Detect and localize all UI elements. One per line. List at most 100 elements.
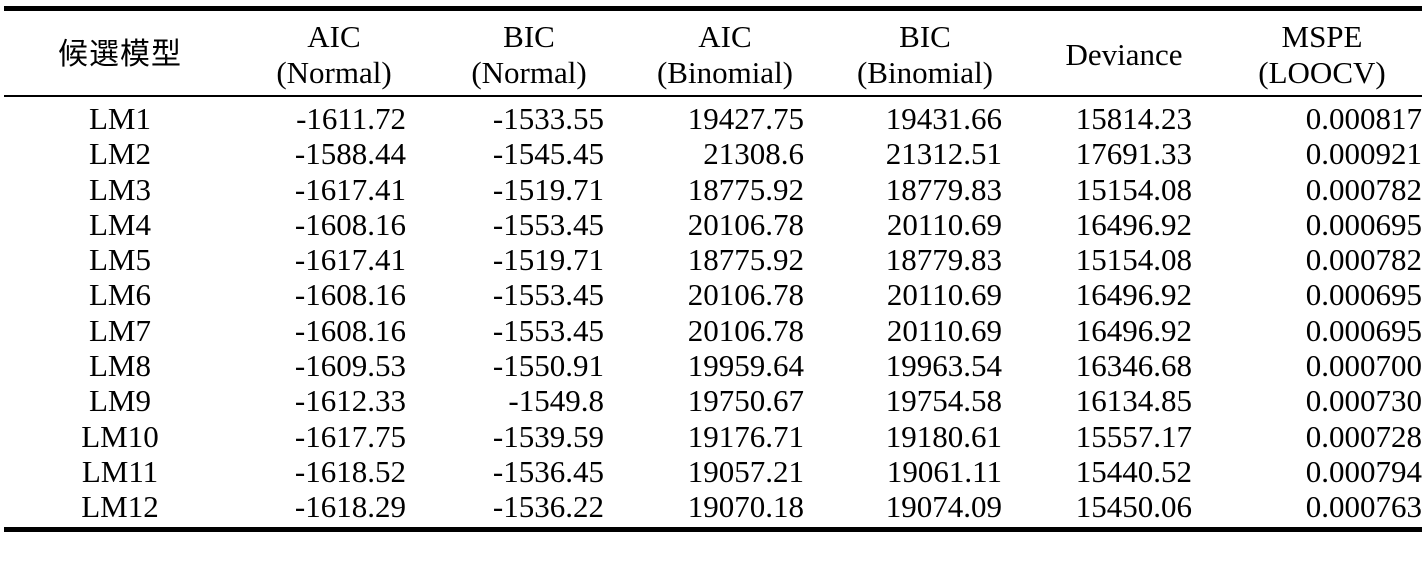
deviance-cell: 17691.33 — [1075, 136, 1192, 172]
bic-binomial-cell: 19431.66 — [885, 101, 1002, 136]
bic-binomial-cell: 20110.69 — [886, 277, 1002, 313]
bic-binomial-cell: 19180.61 — [885, 418, 1002, 454]
mspe-cell: 0.000730 — [1305, 383, 1422, 419]
table-row: LM3 -1617.41 -1519.71 18775.92 18779.83 15154… — [4, 172, 1422, 207]
bic-binomial-cell: 19963.54 — [885, 348, 1002, 384]
header-bic-normal: BIC (Normal) — [471, 19, 587, 90]
mspe-cell: 0.000695 — [1305, 277, 1422, 313]
bic-binomial-cell: 20110.69 — [886, 206, 1002, 242]
deviance-cell: 16134.85 — [1075, 383, 1192, 419]
header-row: 候選模型 AIC (Normal) BIC (Normal) AIC (Bino… — [4, 8, 1422, 96]
deviance-cell: 16346.68 — [1075, 348, 1192, 384]
model-name-cell: LM7 — [89, 312, 151, 348]
header-mspe-loocv: MSPE (LOOCV) — [1258, 19, 1386, 90]
header-aic-binomial: AIC (Binomial) — [656, 19, 794, 90]
model-name-cell: LM8 — [89, 348, 151, 384]
aic-binomial-cell: 19057.21 — [687, 453, 804, 489]
model-name-cell: LM1 — [89, 101, 151, 136]
aic-binomial-cell: 20106.78 — [687, 312, 804, 348]
aic-binomial-cell: 19750.67 — [687, 383, 804, 419]
table-row: LM1 -1611.72 -1533.55 19427.75 19431.66 15814… — [4, 96, 1422, 136]
model-name-cell: LM9 — [89, 383, 151, 419]
bic-normal-cell: -1519.71 — [492, 242, 604, 278]
mspe-cell: 0.000695 — [1305, 312, 1422, 348]
bic-normal-cell: -1533.55 — [492, 101, 604, 136]
header-aic-normal: AIC (Normal) — [276, 19, 392, 90]
aic-normal-cell: -1608.16 — [294, 277, 406, 313]
mspe-cell: 0.000728 — [1305, 418, 1422, 454]
aic-binomial-cell: 19427.75 — [687, 101, 804, 136]
aic-normal-cell: -1609.53 — [294, 348, 406, 384]
table-row: LM4 -1608.16 -1553.45 20106.78 20110.69 16496… — [4, 207, 1422, 242]
bic-normal-cell: -1553.45 — [492, 206, 604, 242]
bic-binomial-cell: 19074.09 — [885, 489, 1002, 525]
bic-normal-cell: -1550.91 — [492, 348, 604, 384]
model-name-cell: LM11 — [81, 453, 159, 489]
bic-binomial-cell: 19754.58 — [885, 383, 1002, 419]
mspe-cell: 0.000782 — [1305, 171, 1422, 207]
mspe-cell: 0.000695 — [1305, 206, 1422, 242]
mspe-cell: 0.000921 — [1305, 136, 1422, 172]
table-row: LM12 -1618.29 -1536.22 19070.18 19074.09 1545… — [4, 489, 1422, 529]
aic-normal-cell: -1617.41 — [294, 242, 406, 278]
model-name-cell: LM2 — [89, 136, 151, 172]
model-name-cell: LM3 — [89, 171, 151, 207]
aic-normal-cell: -1611.72 — [296, 101, 406, 136]
header-candidate-model: 候選模型 — [58, 37, 182, 72]
aic-normal-cell: -1618.52 — [294, 453, 406, 489]
header-deviance: Deviance — [1065, 37, 1183, 72]
model-name-cell: LM4 — [89, 206, 151, 242]
deviance-cell: 16496.92 — [1075, 206, 1192, 242]
aic-normal-cell: -1612.33 — [294, 383, 406, 419]
aic-normal-cell: -1617.75 — [294, 418, 406, 454]
model-name-cell: LM10 — [81, 418, 159, 454]
bic-normal-cell: -1536.22 — [492, 489, 604, 525]
header-bic-binomial: BIC (Binomial) — [856, 19, 994, 90]
table-row: LM2 -1588.44 -1545.45 21308.6 21312.51 17691.… — [4, 136, 1422, 171]
aic-binomial-cell: 20106.78 — [687, 277, 804, 313]
deviance-cell: 15154.08 — [1075, 171, 1192, 207]
model-comparison-table: 候選模型 AIC (Normal) BIC (Normal) AIC (Bino… — [4, 6, 1422, 532]
bic-binomial-cell: 21312.51 — [885, 136, 1002, 172]
mspe-cell: 0.000782 — [1305, 242, 1422, 278]
deviance-cell: 15440.52 — [1075, 453, 1192, 489]
model-name-cell: LM12 — [81, 489, 159, 525]
bic-binomial-cell: 19061.11 — [886, 453, 1002, 489]
bic-binomial-cell: 18779.83 — [885, 242, 1002, 278]
mspe-cell: 0.000700 — [1305, 348, 1422, 384]
mspe-cell: 0.000817 — [1305, 101, 1422, 136]
table-body: LM1 -1611.72 -1533.55 19427.75 19431.66 15814… — [4, 96, 1422, 530]
deviance-cell: 15450.06 — [1075, 489, 1192, 525]
bic-normal-cell: -1549.8 — [508, 383, 604, 419]
aic-binomial-cell: 18775.92 — [687, 242, 804, 278]
aic-binomial-cell: 19176.71 — [687, 418, 804, 454]
table-row: LM7 -1608.16 -1553.45 20106.78 20110.69 16496… — [4, 313, 1422, 348]
deviance-cell: 15154.08 — [1075, 242, 1192, 278]
deviance-cell: 16496.92 — [1075, 277, 1192, 313]
deviance-cell: 15557.17 — [1075, 418, 1192, 454]
bic-normal-cell: -1553.45 — [492, 277, 604, 313]
table-row: LM5 -1617.41 -1519.71 18775.92 18779.83 15154… — [4, 242, 1422, 277]
bic-normal-cell: -1553.45 — [492, 312, 604, 348]
table-row: LM6 -1608.16 -1553.45 20106.78 20110.69 16496… — [4, 277, 1422, 312]
aic-binomial-cell: 18775.92 — [687, 171, 804, 207]
aic-binomial-cell: 21308.6 — [703, 136, 804, 172]
aic-normal-cell: -1608.16 — [294, 312, 406, 348]
bic-normal-cell: -1545.45 — [492, 136, 604, 172]
table-row: LM9 -1612.33 -1549.8 19750.67 19754.58 16134.… — [4, 383, 1422, 418]
aic-normal-cell: -1608.16 — [294, 206, 406, 242]
table-row: LM10 -1617.75 -1539.59 19176.71 19180.61 1555… — [4, 419, 1422, 454]
aic-binomial-cell: 20106.78 — [687, 206, 804, 242]
bic-normal-cell: -1536.45 — [492, 453, 604, 489]
aic-binomial-cell: 19070.18 — [687, 489, 804, 525]
bic-normal-cell: -1539.59 — [492, 418, 604, 454]
model-name-cell: LM5 — [89, 242, 151, 278]
aic-normal-cell: -1588.44 — [294, 136, 406, 172]
aic-normal-cell: -1617.41 — [294, 171, 406, 207]
mspe-cell: 0.000794 — [1305, 453, 1422, 489]
mspe-cell: 0.000763 — [1305, 489, 1422, 525]
aic-binomial-cell: 19959.64 — [687, 348, 804, 384]
deviance-cell: 15814.23 — [1075, 101, 1192, 136]
deviance-cell: 16496.92 — [1075, 312, 1192, 348]
table-row: LM8 -1609.53 -1550.91 19959.64 19963.54 16346… — [4, 348, 1422, 383]
